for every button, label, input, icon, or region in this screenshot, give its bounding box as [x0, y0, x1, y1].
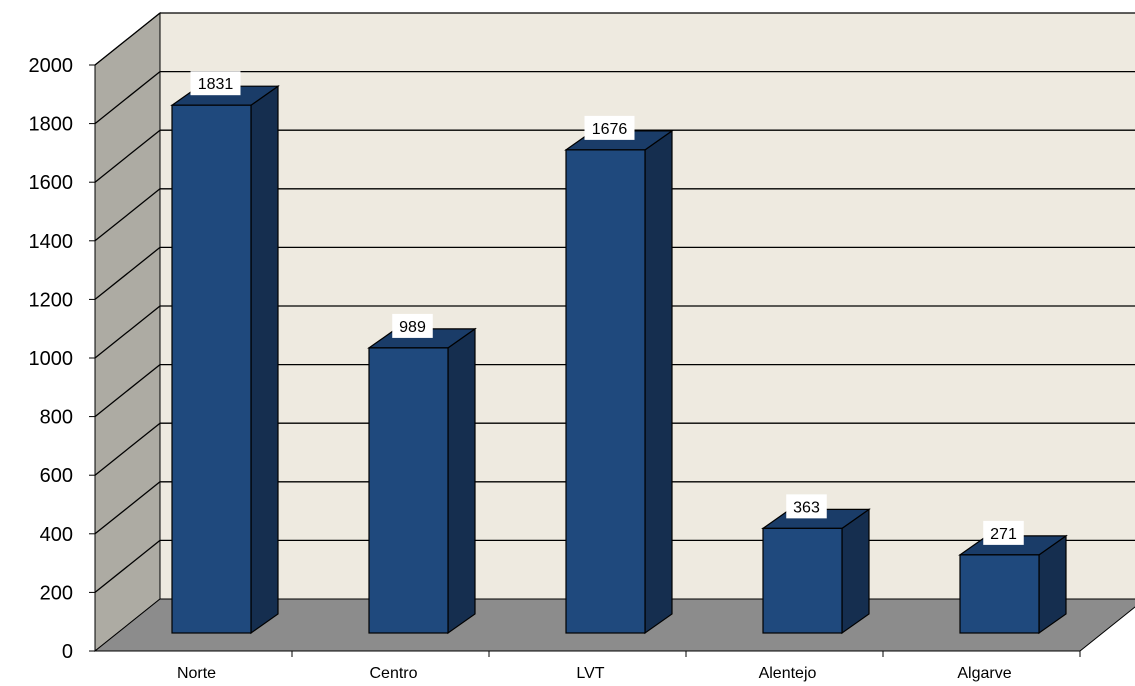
x-tick-label: Alentejo — [759, 665, 817, 682]
y-tick-label: 0 — [62, 641, 73, 663]
x-tick-label: Algarve — [957, 665, 1011, 682]
y-tick-label: 1000 — [29, 348, 74, 370]
bar-front — [368, 347, 449, 634]
data-label: 271 — [983, 520, 1024, 545]
gridline-diagonal — [94, 71, 161, 125]
data-label-box — [584, 115, 635, 140]
data-label-box — [190, 71, 241, 96]
bar-front — [959, 554, 1040, 634]
data-label-text: 1831 — [198, 76, 234, 93]
bar-side — [841, 508, 870, 635]
gridline-diagonal — [94, 246, 161, 300]
bar-alentejo — [761, 508, 871, 635]
data-label: 989 — [392, 313, 433, 338]
gridline-diagonal — [94, 305, 161, 359]
y-tick-label: 200 — [40, 582, 73, 604]
bar-front — [762, 527, 843, 634]
data-label-text: 989 — [399, 319, 426, 336]
data-label-box — [786, 494, 827, 519]
bar-norte — [170, 85, 280, 635]
y-tick-label: 1600 — [29, 172, 74, 194]
y-tick-label: 400 — [40, 524, 73, 546]
data-labels: 1831 989 1676 363 271 — [190, 71, 1024, 545]
bar-side — [250, 85, 279, 635]
gridline-diagonal — [94, 129, 161, 183]
y-tick-label: 2000 — [29, 55, 74, 77]
gridline-diagonal — [94, 481, 161, 535]
y-tick-label: 1400 — [29, 231, 74, 253]
gridline-diagonal — [94, 422, 161, 476]
x-tick-label: Centro — [369, 665, 417, 682]
gridline-diagonal — [94, 364, 161, 418]
y-tick-label: 600 — [40, 465, 73, 487]
bar-side — [447, 327, 476, 635]
data-label-box — [392, 313, 433, 338]
x-axis: Norte Centro LVT Alentejo Algarve — [95, 650, 1081, 682]
x-tick-label: LVT — [576, 665, 604, 682]
y-tick-label: 1800 — [29, 114, 74, 136]
gridline-diagonal — [94, 12, 161, 66]
data-label: 1831 — [190, 71, 241, 96]
y-axis: 0 200 400 600 800 1000 1200 1400 1600 1800 2000 — [29, 55, 96, 663]
data-label: 1676 — [584, 115, 635, 140]
y-tick-label: 1200 — [29, 289, 74, 311]
bar-lvt — [564, 129, 674, 635]
bar-centro — [367, 327, 477, 635]
bar-front — [565, 149, 646, 634]
data-label-text: 1676 — [592, 121, 628, 138]
gridline-diagonal — [94, 188, 161, 242]
x-tick-label: Norte — [177, 665, 216, 682]
bar-side — [644, 129, 673, 635]
y-tick-label: 800 — [40, 407, 73, 429]
data-label-box — [983, 520, 1024, 545]
data-label-text: 363 — [793, 499, 820, 516]
bar-front — [171, 104, 252, 634]
bars — [170, 85, 1068, 635]
bar-algarve — [958, 534, 1068, 635]
data-label: 363 — [786, 494, 827, 519]
gridline-diagonal — [94, 539, 161, 593]
data-label-text: 271 — [990, 526, 1017, 543]
